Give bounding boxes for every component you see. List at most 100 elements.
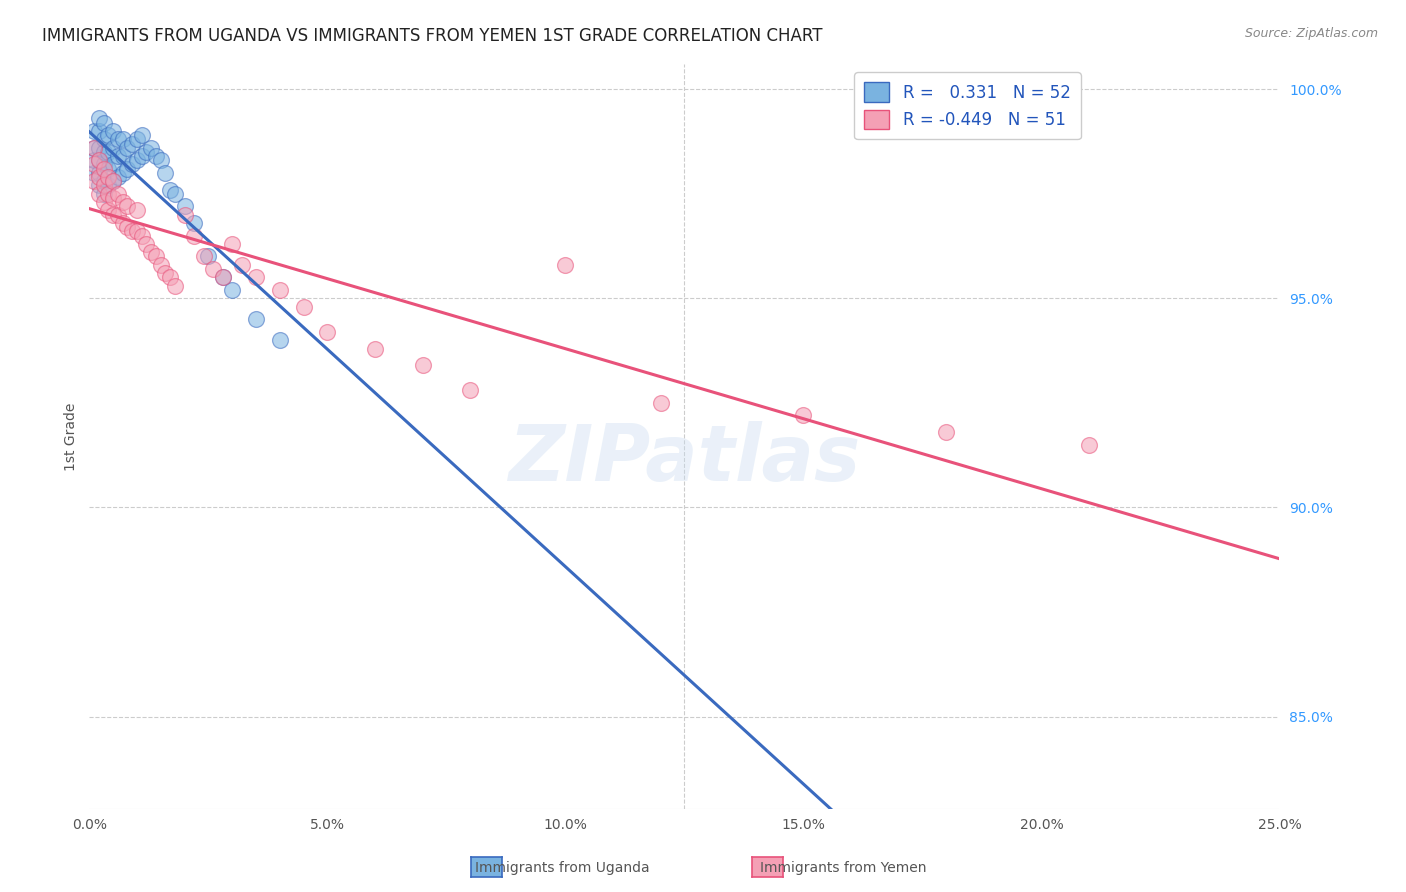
Point bbox=[159, 183, 181, 197]
Point bbox=[93, 174, 115, 188]
Point bbox=[117, 220, 139, 235]
Point bbox=[117, 161, 139, 176]
Text: IMMIGRANTS FROM UGANDA VS IMMIGRANTS FROM YEMEN 1ST GRADE CORRELATION CHART: IMMIGRANTS FROM UGANDA VS IMMIGRANTS FRO… bbox=[42, 27, 823, 45]
Point bbox=[111, 195, 134, 210]
Point bbox=[121, 157, 143, 171]
Point bbox=[125, 153, 148, 168]
Point bbox=[97, 128, 120, 143]
Point bbox=[412, 358, 434, 372]
Point bbox=[87, 153, 110, 168]
Text: Immigrants from Yemen: Immigrants from Yemen bbox=[761, 862, 927, 875]
Point bbox=[792, 409, 814, 423]
Point bbox=[97, 145, 120, 159]
Point bbox=[554, 258, 576, 272]
Y-axis label: 1st Grade: 1st Grade bbox=[65, 402, 79, 471]
Point bbox=[935, 425, 957, 440]
Legend: R =   0.331   N = 52, R = -0.449   N = 51: R = 0.331 N = 52, R = -0.449 N = 51 bbox=[855, 72, 1081, 139]
Point bbox=[101, 157, 124, 171]
Point bbox=[101, 141, 124, 155]
Point bbox=[111, 166, 134, 180]
Point bbox=[93, 161, 115, 176]
Point bbox=[93, 157, 115, 171]
Text: Immigrants from Uganda: Immigrants from Uganda bbox=[475, 862, 650, 875]
Point bbox=[221, 236, 243, 251]
Point bbox=[87, 166, 110, 180]
Point bbox=[316, 325, 339, 339]
Point bbox=[149, 258, 172, 272]
Point bbox=[87, 178, 110, 193]
Point bbox=[87, 169, 110, 184]
Point bbox=[159, 270, 181, 285]
Point bbox=[458, 384, 481, 398]
Point bbox=[125, 203, 148, 218]
Point bbox=[163, 186, 186, 201]
Point bbox=[149, 153, 172, 168]
Point bbox=[93, 132, 115, 146]
Point bbox=[97, 161, 120, 176]
Point bbox=[221, 283, 243, 297]
Point bbox=[107, 186, 129, 201]
Point bbox=[145, 149, 167, 163]
Point bbox=[173, 199, 195, 213]
Point bbox=[97, 186, 120, 201]
Point bbox=[155, 266, 177, 280]
Point bbox=[183, 216, 205, 230]
Point bbox=[111, 216, 134, 230]
Point bbox=[131, 149, 153, 163]
Point bbox=[125, 132, 148, 146]
Point bbox=[117, 199, 139, 213]
Point bbox=[131, 228, 153, 243]
Point bbox=[125, 224, 148, 238]
Point bbox=[193, 250, 215, 264]
Point bbox=[364, 342, 387, 356]
Point bbox=[135, 145, 157, 159]
Point bbox=[111, 132, 134, 146]
Point bbox=[87, 186, 110, 201]
Point bbox=[83, 141, 105, 155]
Text: ZIPatlas: ZIPatlas bbox=[508, 421, 860, 497]
Point bbox=[145, 250, 167, 264]
Point bbox=[93, 115, 115, 129]
Point bbox=[101, 191, 124, 205]
Point bbox=[93, 195, 115, 210]
Point bbox=[183, 228, 205, 243]
Point bbox=[97, 169, 120, 184]
Point bbox=[83, 153, 105, 168]
Point bbox=[155, 166, 177, 180]
Point bbox=[121, 136, 143, 151]
Point bbox=[202, 262, 225, 277]
Point bbox=[269, 283, 291, 297]
Point bbox=[211, 270, 233, 285]
Point bbox=[121, 224, 143, 238]
Point bbox=[93, 145, 115, 159]
Point bbox=[93, 186, 115, 201]
Point bbox=[107, 208, 129, 222]
Point bbox=[211, 270, 233, 285]
Point bbox=[107, 132, 129, 146]
Point bbox=[117, 141, 139, 155]
Point bbox=[197, 250, 219, 264]
Point bbox=[97, 178, 120, 193]
Point bbox=[163, 278, 186, 293]
Point bbox=[231, 258, 253, 272]
Point bbox=[173, 208, 195, 222]
Point bbox=[93, 178, 115, 193]
Point bbox=[87, 141, 110, 155]
Point bbox=[292, 300, 315, 314]
Point bbox=[245, 312, 267, 326]
Text: Source: ZipAtlas.com: Source: ZipAtlas.com bbox=[1244, 27, 1378, 40]
Point bbox=[101, 174, 124, 188]
Point bbox=[101, 174, 124, 188]
Point bbox=[87, 112, 110, 126]
Point bbox=[1078, 438, 1101, 452]
Point bbox=[83, 174, 105, 188]
Point bbox=[107, 149, 129, 163]
Point bbox=[87, 153, 110, 168]
Point bbox=[131, 128, 153, 143]
Point bbox=[111, 149, 134, 163]
Point bbox=[87, 124, 110, 138]
Point bbox=[141, 245, 163, 260]
Point bbox=[135, 236, 157, 251]
Point bbox=[83, 124, 105, 138]
Point bbox=[107, 169, 129, 184]
